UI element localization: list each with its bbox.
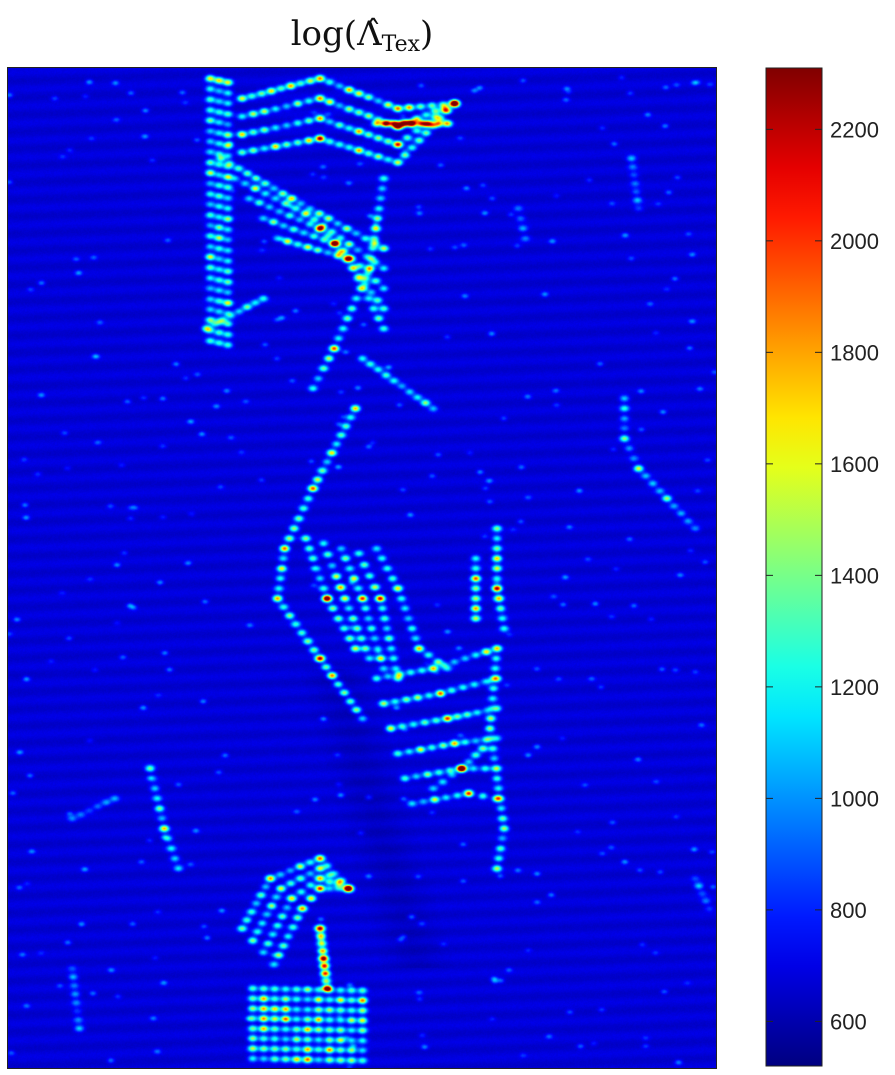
colorbar-tick-label: 1000 (830, 786, 879, 811)
colorbar-tick-label: 1200 (830, 675, 879, 700)
colorbar-scale (766, 68, 822, 1066)
colorbar-tick-label: 2000 (830, 229, 879, 254)
colorbar-tick-label: 1600 (830, 452, 879, 477)
colorbar-tick-label: 800 (830, 898, 867, 923)
colorbar-tick-label: 1400 (830, 563, 879, 588)
colorbar-tick-label: 1800 (830, 340, 879, 365)
colorbar-tick-label: 600 (830, 1009, 867, 1034)
colorbar-tick-label: 2200 (830, 117, 879, 142)
